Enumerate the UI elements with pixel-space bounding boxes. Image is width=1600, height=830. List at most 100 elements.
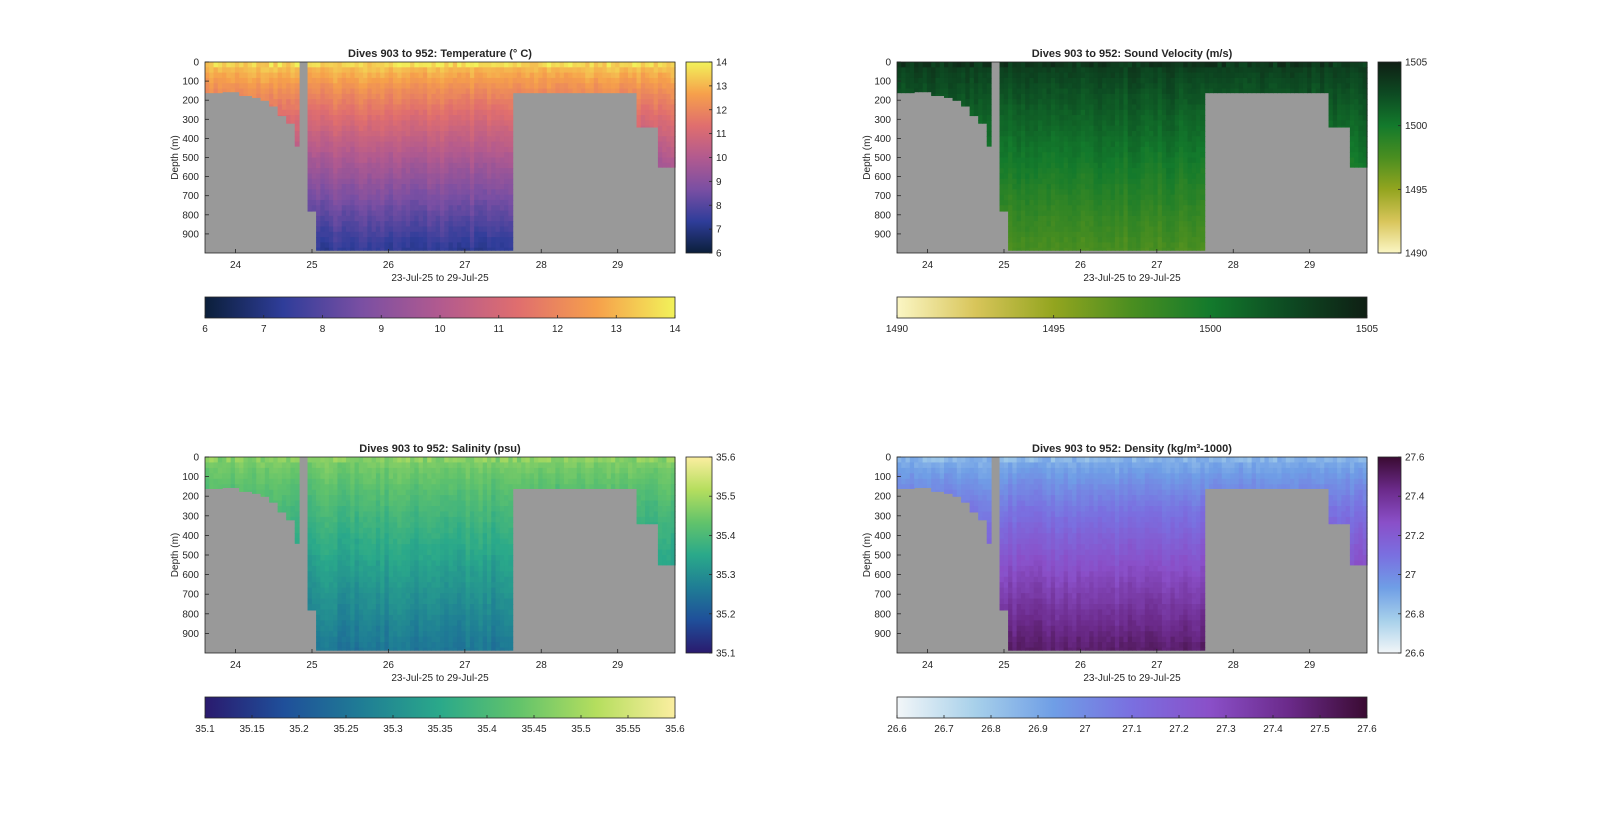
heatmap-cell [333, 189, 339, 196]
heatmap-cell [410, 136, 415, 143]
heatmap-cell [452, 104, 458, 111]
heatmap-cell [290, 115, 296, 121]
heatmap-cell [474, 189, 480, 196]
heatmap-cell [504, 168, 509, 175]
heatmap-cell [1093, 184, 1099, 190]
heatmap-cell [422, 168, 428, 175]
heatmap-cell [358, 173, 364, 180]
heatmap-cell [1153, 231, 1159, 238]
heatmap-cell [209, 67, 215, 74]
heatmap-cell [469, 141, 475, 148]
heatmap-cell [1016, 189, 1022, 196]
heatmap-cell [1016, 231, 1022, 238]
heatmap-cell [487, 136, 492, 143]
heatmap-cell [1003, 141, 1009, 148]
heatmap-cell [393, 247, 398, 251]
heatmap-cell [290, 484, 296, 491]
heatmap-cell [572, 67, 578, 74]
heatmap-cell [397, 152, 403, 159]
heatmap-cell [1247, 72, 1253, 79]
heatmap-cell [422, 104, 428, 111]
heatmap-cell [384, 120, 390, 127]
heatmap-cell [1187, 109, 1193, 116]
heatmap-cell [973, 109, 979, 116]
heatmap-cell [1050, 194, 1056, 201]
heatmap-cell [1166, 62, 1172, 68]
heatmap-cell [944, 77, 949, 84]
heatmap-cell [1059, 109, 1065, 116]
heatmap-cell [1187, 72, 1193, 79]
heatmap-cell [1349, 130, 1355, 137]
heatmap-cell [1114, 194, 1120, 201]
heatmap-cell [657, 125, 663, 132]
heatmap-cell [478, 247, 484, 251]
heatmap-cell [1294, 62, 1300, 68]
heatmap-cell [234, 67, 240, 74]
heatmap-cell [1020, 199, 1026, 206]
heatmap-cell [444, 104, 450, 111]
heatmap-cell [1042, 226, 1048, 233]
heatmap-cell [559, 62, 565, 68]
heatmap-cell [422, 146, 428, 153]
heatmap-cell [1149, 109, 1154, 116]
heatmap-cell [1050, 93, 1056, 100]
heatmap-cell [1093, 215, 1099, 222]
heatmap-cell [252, 462, 257, 469]
heatmap-cell [1067, 194, 1073, 201]
heatmap-cell [1132, 104, 1137, 111]
heatmap-cell [444, 62, 450, 68]
heatmap-cell [1200, 136, 1206, 143]
heatmap-cell [1132, 136, 1137, 143]
heatmap-cell [401, 173, 407, 180]
heatmap-cell [1157, 221, 1163, 228]
heatmap-cell [1042, 93, 1048, 100]
heatmap-cell [1067, 162, 1073, 169]
heatmap-cell [448, 242, 454, 249]
heatmap-cell [1038, 231, 1043, 238]
heatmap-cell [333, 77, 339, 84]
heatmap-cell [1110, 77, 1116, 84]
heatmap-cell [482, 72, 488, 79]
heatmap-cell [491, 136, 497, 143]
heatmap-cell [969, 67, 975, 74]
heatmap-cell [961, 67, 966, 74]
heatmap-cell [337, 221, 343, 228]
heatmap-cell [1012, 72, 1018, 79]
heatmap-cell [1016, 247, 1022, 251]
heatmap-cell [1067, 130, 1073, 137]
heatmap-cell [1149, 231, 1154, 238]
heatmap-cell [952, 62, 958, 68]
heatmap-cell [384, 210, 390, 217]
heatmap-cell [657, 99, 663, 106]
heatmap-cell [1042, 62, 1048, 68]
heatmap-cell [538, 62, 544, 68]
heatmap-cell [1208, 77, 1214, 84]
heatmap-cell [1140, 125, 1146, 132]
heatmap-cell [1153, 162, 1159, 169]
heatmap-cell [401, 231, 407, 238]
heatmap-cell [337, 67, 343, 74]
heatmap-cell [422, 237, 428, 243]
heatmap-cell [1008, 184, 1013, 190]
heatmap-cell [384, 237, 390, 243]
heatmap-cell [414, 99, 420, 106]
heatmap-cell [277, 511, 283, 513]
heatmap-cell [1110, 210, 1116, 217]
heatmap-cell [367, 120, 373, 127]
heatmap-cell [482, 109, 488, 116]
heatmap-cell [452, 226, 458, 233]
heatmap-cell [1140, 178, 1146, 185]
heatmap-cell [1050, 168, 1056, 175]
heatmap-cell [324, 522, 330, 529]
heatmap-cell [448, 178, 454, 185]
heatmap-cell [1166, 125, 1172, 132]
heatmap-cell [1093, 221, 1099, 228]
heatmap-cell [606, 77, 612, 84]
heatmap-cell [1161, 67, 1167, 74]
heatmap-cell [405, 67, 411, 74]
heatmap-cell [474, 199, 480, 206]
heatmap-cell [333, 489, 339, 496]
heatmap-cell [333, 120, 339, 127]
heatmap-cell [1097, 136, 1103, 143]
heatmap-cell [1089, 205, 1095, 212]
